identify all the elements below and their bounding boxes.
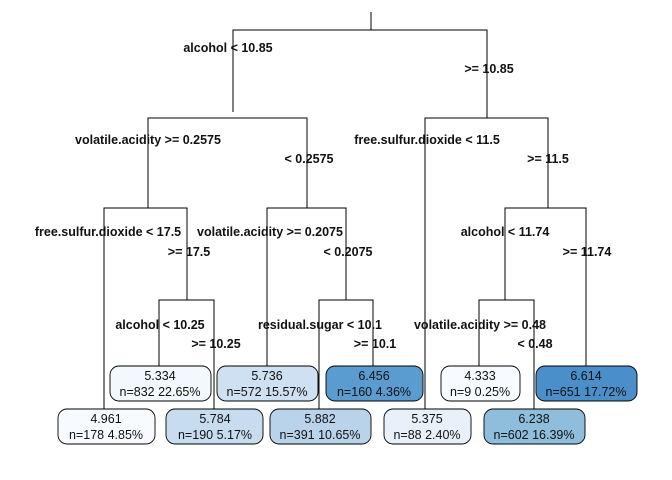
leaf-info-a: n=178 4.85%	[69, 428, 143, 442]
leaf-value-b: 5.334	[144, 369, 175, 383]
leaf-value-j: 6.614	[570, 369, 601, 383]
split-l-right-label: < 0.2575	[284, 152, 333, 166]
leaf-info-i: n=602 16.39%	[494, 428, 575, 442]
leaf-node-f: 6.456 n=160 4.36%	[325, 365, 424, 402]
leaf-info-g: n=88 2.40%	[393, 428, 460, 442]
leaf-box-h	[440, 365, 521, 402]
leaf-value-h: 4.333	[464, 369, 495, 383]
tree-branches	[103, 12, 587, 414]
leaf-node-i: 6.238 n=602 16.39%	[483, 408, 586, 445]
leaf-box-f	[325, 365, 424, 402]
leaf-info-c: n=190 5.17%	[178, 428, 252, 442]
split-lrr-left-label: residual.sugar < 10.1	[258, 318, 382, 332]
branch-lr	[266, 207, 347, 366]
leaf-box-d	[216, 365, 319, 402]
leaf-node-b: 5.334 n=832 22.65%	[109, 365, 212, 402]
leaf-value-d: 5.736	[251, 369, 282, 383]
leaf-info-j: n=651 17.72%	[546, 385, 627, 399]
leaf-value-a: 4.961	[90, 412, 121, 426]
leaf-info-e: n=391 10.65%	[280, 428, 361, 442]
leaf-node-h: 4.333 n=9 0.25%	[440, 365, 521, 402]
leaf-value-f: 6.456	[358, 369, 389, 383]
leaf-box-g	[383, 408, 472, 445]
split-rrl-left-label: volatile.acidity >= 0.48	[414, 318, 546, 332]
split-r-right-label: >= 11.5	[527, 152, 569, 166]
leaf-box-j	[535, 365, 638, 402]
split-lr-left-label: volatile.acidity >= 0.2075	[197, 225, 343, 239]
split-lrr-right-label: >= 10.1	[354, 337, 396, 351]
leaf-node-e: 5.882 n=391 10.65%	[269, 408, 372, 445]
branch-ll	[103, 207, 188, 414]
leaf-node-d: 5.736 n=572 15.57%	[216, 365, 319, 402]
leaf-node-c: 5.784 n=190 5.17%	[165, 408, 264, 445]
branch-root	[232, 29, 488, 118]
split-labels: alcohol < 10.85 >= 10.85 volatile.acidit…	[35, 41, 612, 351]
leaf-value-i: 6.238	[518, 412, 549, 426]
leaf-box-e	[269, 408, 372, 445]
leaf-box-c	[165, 408, 264, 445]
leaf-info-b: n=832 22.65%	[120, 385, 201, 399]
leaf-box-i	[483, 408, 586, 445]
branch-r	[424, 117, 549, 414]
split-rr-left-label: alcohol < 11.74	[461, 225, 550, 239]
branch-l	[147, 117, 308, 208]
leaf-box-a	[57, 408, 156, 445]
split-ll-right-label: >= 17.5	[168, 245, 210, 259]
split-rrl-right-label: < 0.48	[517, 337, 552, 351]
split-llr-left-label: alcohol < 10.25	[115, 318, 204, 332]
leaf-node-a: 4.961 n=178 4.85%	[57, 408, 156, 445]
leaf-info-d: n=572 15.57%	[227, 385, 308, 399]
split-root-left-label: alcohol < 10.85	[183, 41, 272, 55]
branch-rrl	[478, 299, 535, 414]
split-root-right-label: >= 10.85	[464, 62, 513, 76]
split-r-left-label: free.sulfur.dioxide < 11.5	[354, 133, 500, 147]
leaf-nodes: 4.961 n=178 4.85% 5.334 n=832 22.65% 5.7…	[57, 365, 638, 445]
branch-llr	[158, 299, 215, 414]
leaf-value-g: 5.375	[411, 412, 442, 426]
leaf-value-c: 5.784	[199, 412, 230, 426]
leaf-box-b	[109, 365, 212, 402]
split-llr-right-label: >= 10.25	[191, 337, 240, 351]
split-rr-right-label: >= 11.74	[563, 245, 612, 259]
leaf-info-f: n=160 4.36%	[337, 385, 411, 399]
leaf-value-e: 5.882	[304, 412, 335, 426]
split-l-left-label: volatile.acidity >= 0.2575	[75, 133, 221, 147]
leaf-node-g: 5.375 n=88 2.40%	[383, 408, 472, 445]
leaf-info-h: n=9 0.25%	[450, 385, 510, 399]
split-ll-left-label: free.sulfur.dioxide < 17.5	[35, 225, 181, 239]
branch-rr	[504, 207, 587, 366]
branch-lrr	[318, 299, 374, 414]
leaf-node-j: 6.614 n=651 17.72%	[535, 365, 638, 402]
split-lr-right-label: < 0.2075	[323, 245, 372, 259]
